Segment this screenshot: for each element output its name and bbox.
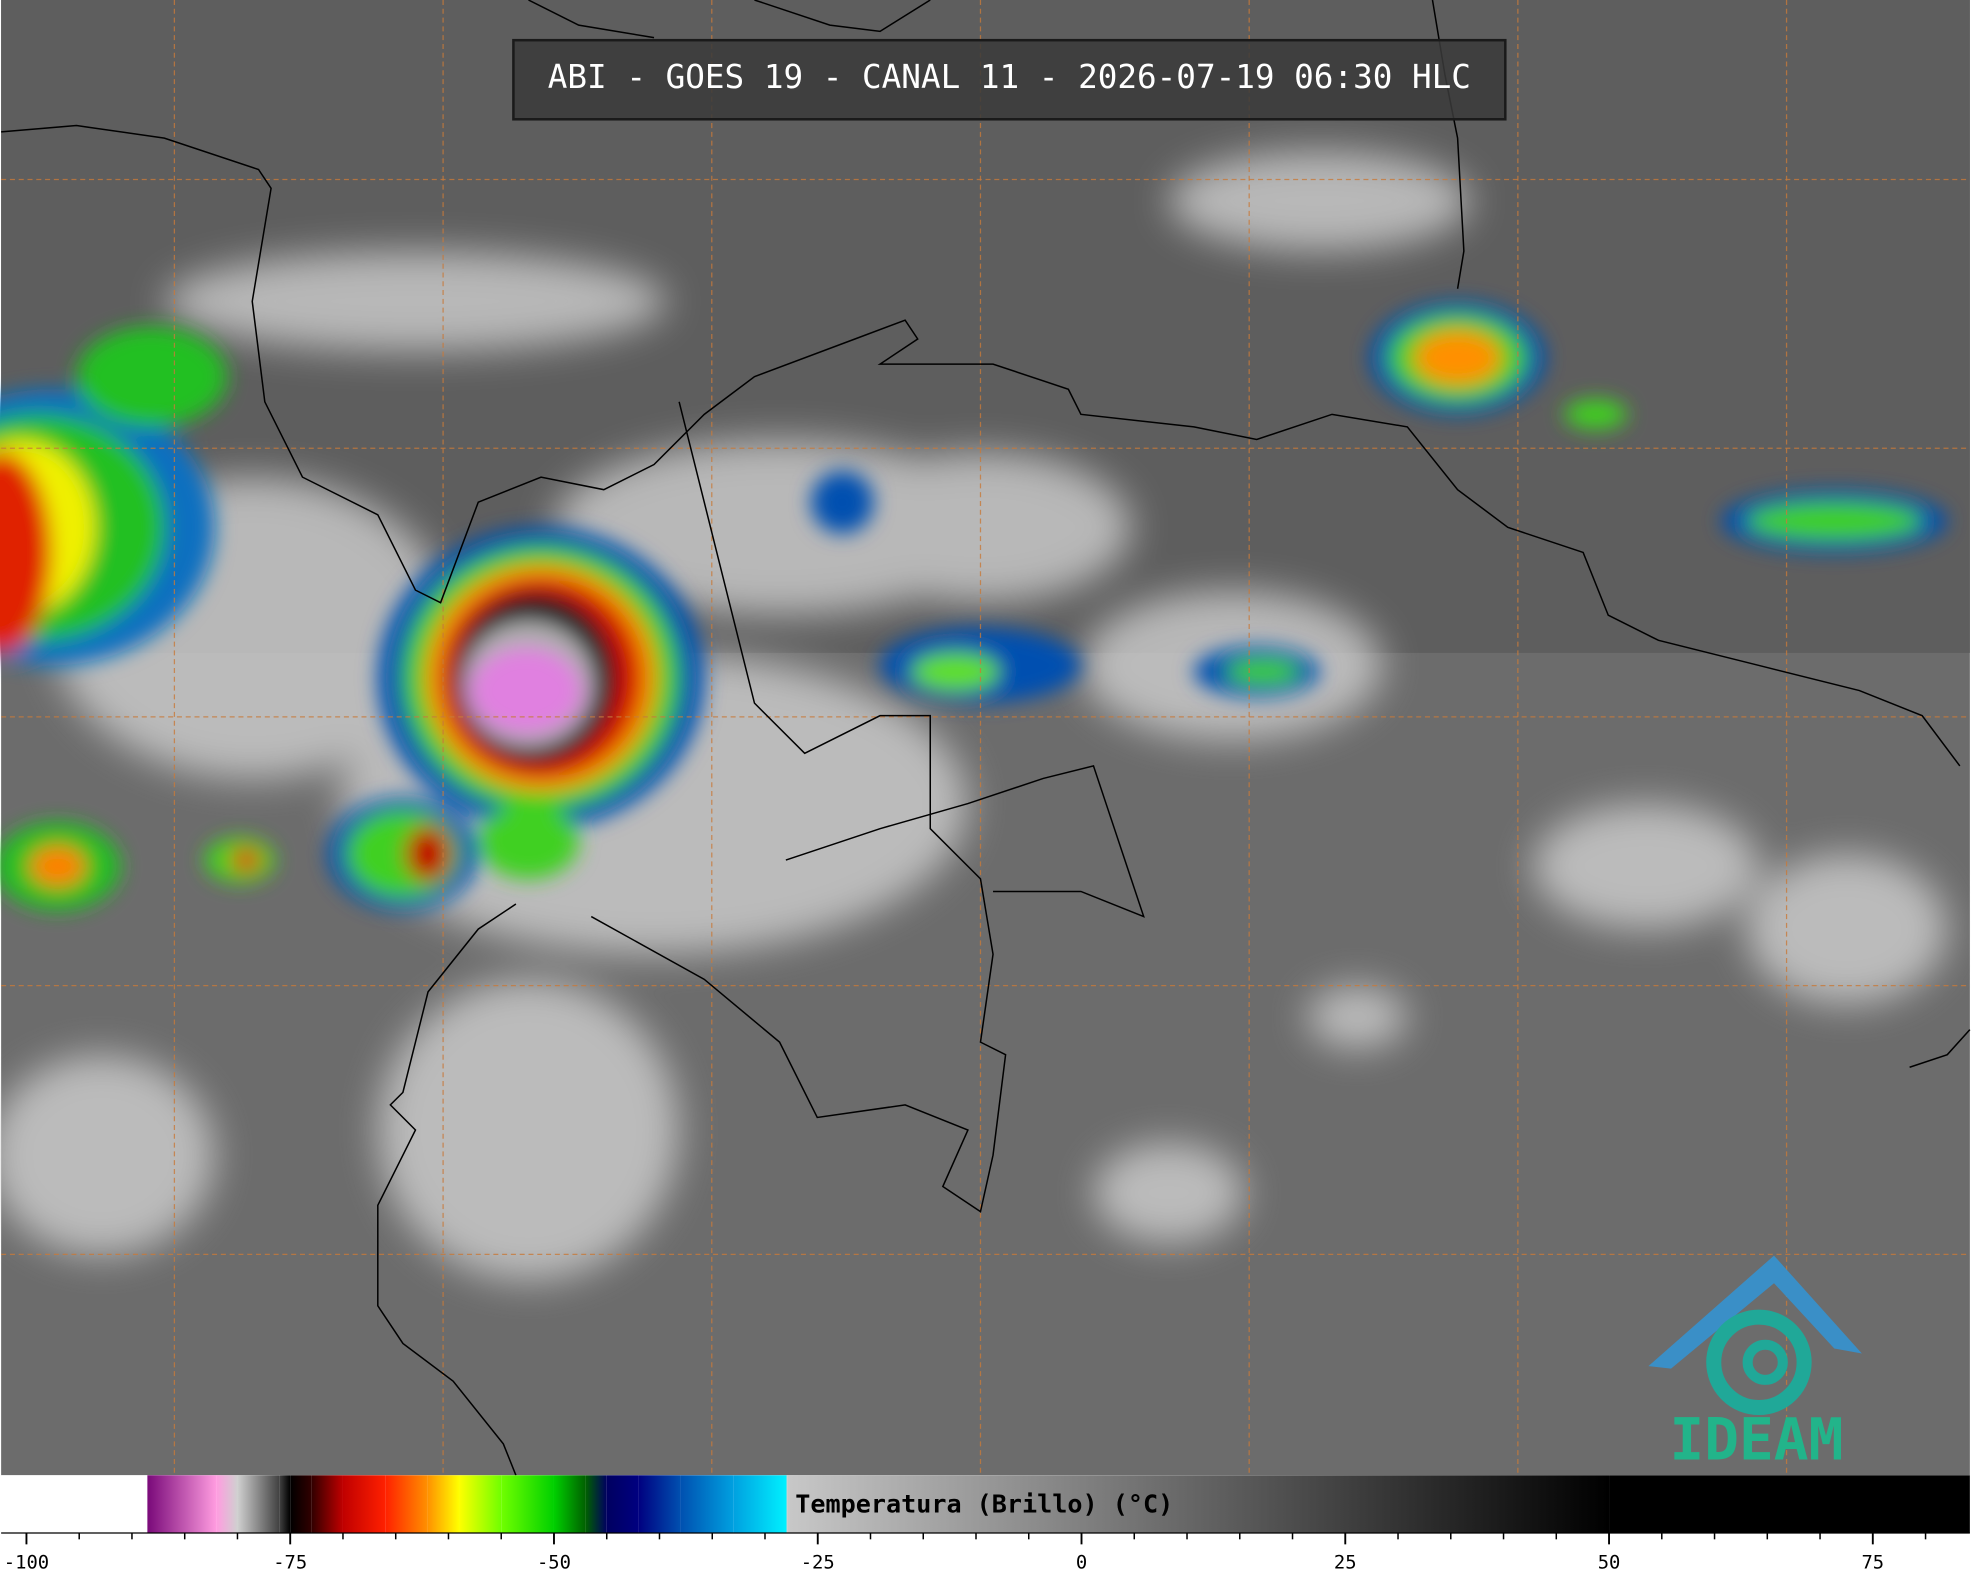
colorbar-segment <box>501 1475 554 1534</box>
colorbar-segment <box>237 1475 280 1534</box>
colorbar-segment <box>786 1475 788 1534</box>
logo: IDEAM <box>1648 1255 1862 1474</box>
tick-label: -100 <box>4 1553 49 1574</box>
colorbar-segment <box>459 1475 502 1534</box>
coastlines <box>1 0 1971 1476</box>
colorbar-label: Temperatura (Brillo) (°C) <box>795 1489 1173 1518</box>
colorbar-segment <box>146 1475 148 1534</box>
colorbar-segment <box>1 1475 147 1534</box>
tick-label: -25 <box>801 1553 835 1574</box>
colorbar-segment <box>733 1475 787 1534</box>
colorbar-segment <box>279 1475 291 1534</box>
tick-label: 25 <box>1334 1553 1357 1574</box>
colorbar-segment <box>787 1475 1610 1534</box>
colorbar-segment <box>147 1475 217 1534</box>
colorbar: -100 -75 -50 -25 0 25 50 75 Temperatura (Brillo)… <box>1 1475 1970 1577</box>
satellite-image <box>0 0 1971 1476</box>
title-box: ABI - GOES 19 - CANAL 11 - 2026-07-19 06… <box>512 38 1507 121</box>
tick-label: -50 <box>537 1553 571 1574</box>
tick-label: 50 <box>1598 1553 1621 1574</box>
colorbar-segment <box>1609 1475 1970 1534</box>
colorbar-segment <box>427 1475 460 1534</box>
colorbar-segment <box>385 1475 428 1534</box>
colorbar-segment <box>585 1475 607 1534</box>
colorbar-segment <box>680 1475 734 1534</box>
tick-label: -75 <box>273 1553 307 1574</box>
graticule <box>1 0 1970 1476</box>
colorbar-segment <box>553 1475 586 1534</box>
colorbar-segment <box>290 1475 312 1534</box>
colorbar-segment <box>638 1475 681 1534</box>
logo-text: IDEAM <box>1670 1406 1844 1474</box>
tick-label: 75 <box>1861 1553 1884 1574</box>
colorbar-segment <box>216 1475 238 1534</box>
colorbar-segment <box>311 1475 343 1534</box>
colorbar-segment <box>342 1475 386 1534</box>
tick-label: 0 <box>1076 1553 1087 1574</box>
title: ABI - GOES 19 - CANAL 11 - 2026-07-19 06… <box>548 58 1471 96</box>
colorbar-segment <box>606 1475 639 1534</box>
